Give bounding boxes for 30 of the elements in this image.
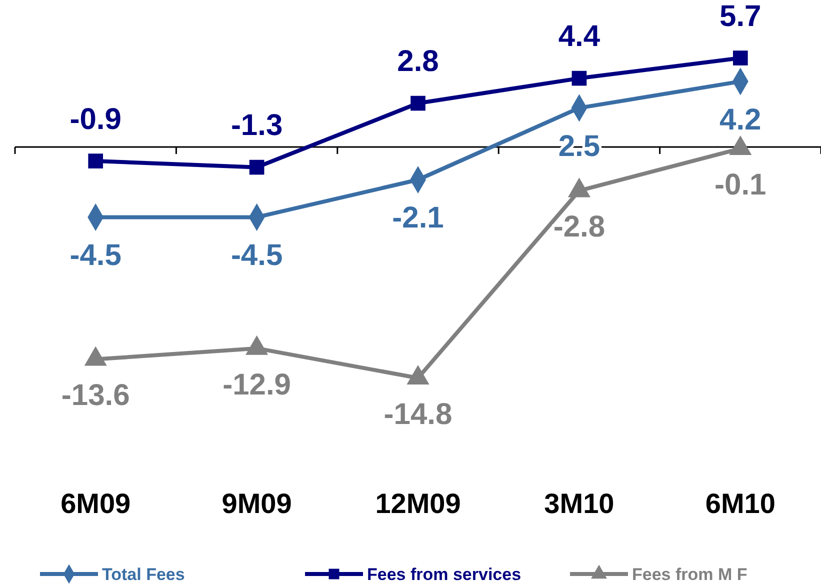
point [246, 335, 268, 355]
point [410, 96, 426, 111]
data-label: 2.8 [397, 45, 439, 78]
point [406, 364, 430, 385]
data-label: -12.9 [222, 368, 291, 402]
data-label: -4.5 [230, 239, 283, 272]
x-tick-label: 6M10 [705, 488, 776, 519]
data-label: -14.8 [384, 398, 452, 431]
legend-label: Total Fees [102, 565, 185, 584]
data-label: -0.1 [714, 168, 766, 202]
data-label: -13.6 [61, 379, 130, 412]
point [88, 154, 104, 168]
point [732, 50, 748, 66]
legend-label: Fees from services [367, 565, 522, 584]
x-tick-label: 9M09 [222, 488, 292, 519]
point [249, 160, 264, 175]
x-tick-label: 12M09 [375, 488, 461, 519]
data-label: -4.5 [70, 239, 122, 272]
legend-label: Fees from M F [632, 565, 748, 584]
data-label: 4.4 [558, 20, 600, 54]
point [572, 70, 587, 86]
data-label: -2.8 [553, 210, 606, 244]
data-label: 4.2 [720, 103, 762, 136]
data-label: -2.1 [392, 202, 444, 235]
data-label: -0.9 [70, 102, 122, 136]
x-tick-label: 6M09 [60, 488, 131, 519]
x-tick-label: 3M10 [544, 488, 614, 519]
data-label: 5.7 [720, 0, 762, 33]
point [84, 346, 107, 366]
data-label: -1.3 [230, 109, 283, 142]
